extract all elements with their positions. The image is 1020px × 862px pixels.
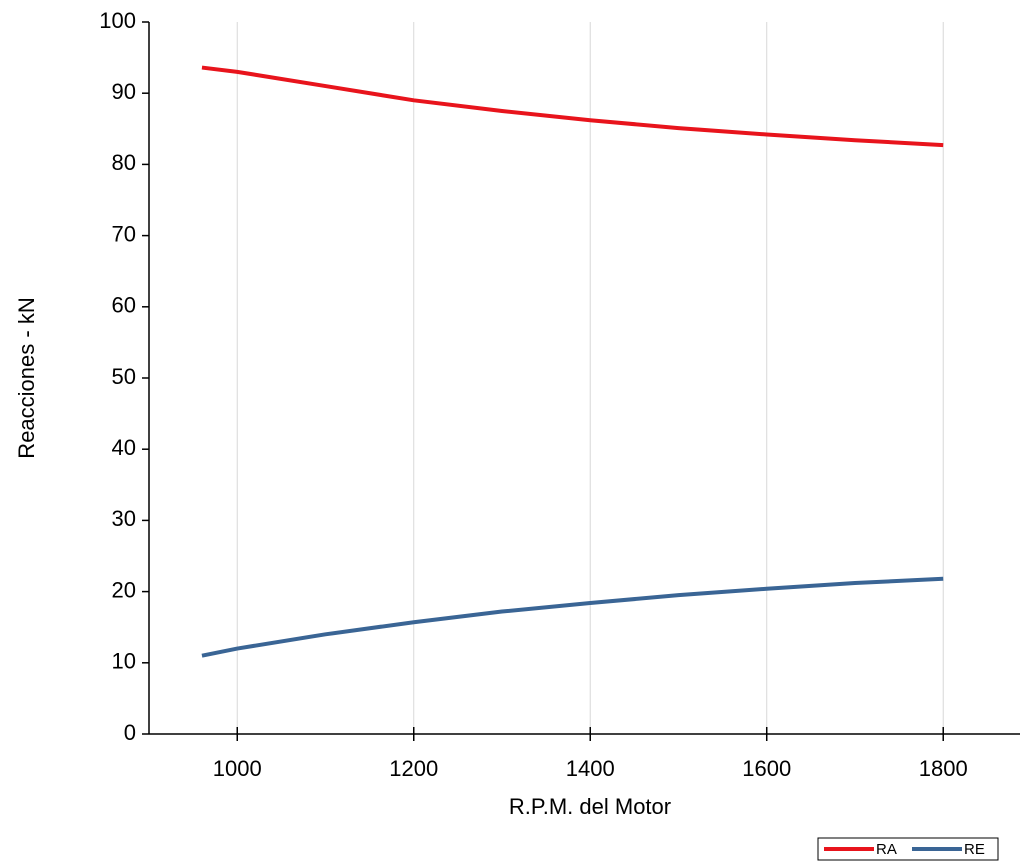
y-tick-label: 70 bbox=[112, 221, 136, 246]
y-tick-label: 80 bbox=[112, 150, 136, 175]
x-tick-label: 1400 bbox=[566, 756, 615, 781]
y-axis-label: Reacciones - kN bbox=[14, 297, 39, 458]
y-tick-label: 10 bbox=[112, 649, 136, 674]
legend-label: RE bbox=[964, 841, 985, 858]
legend-label: RA bbox=[876, 841, 897, 858]
y-tick-label: 20 bbox=[112, 577, 136, 602]
x-tick-label: 1600 bbox=[742, 756, 791, 781]
line-series bbox=[202, 68, 943, 146]
y-tick-label: 100 bbox=[99, 8, 136, 33]
y-tick-label: 50 bbox=[112, 364, 136, 389]
y-tick-label: 30 bbox=[112, 506, 136, 531]
x-tick-label: 1200 bbox=[389, 756, 438, 781]
chart: Reacciones - kN R.P.M. del Motor 1000120… bbox=[0, 0, 1020, 862]
y-tick-label: 60 bbox=[112, 293, 136, 318]
y-tick-label: 0 bbox=[124, 720, 136, 745]
x-tick-label: 1800 bbox=[919, 756, 968, 781]
y-tick-label: 90 bbox=[112, 79, 136, 104]
x-tick-label: 1000 bbox=[213, 756, 262, 781]
line-series bbox=[202, 579, 943, 656]
x-axis-label: R.P.M. del Motor bbox=[509, 794, 671, 819]
y-tick-label: 40 bbox=[112, 435, 136, 460]
